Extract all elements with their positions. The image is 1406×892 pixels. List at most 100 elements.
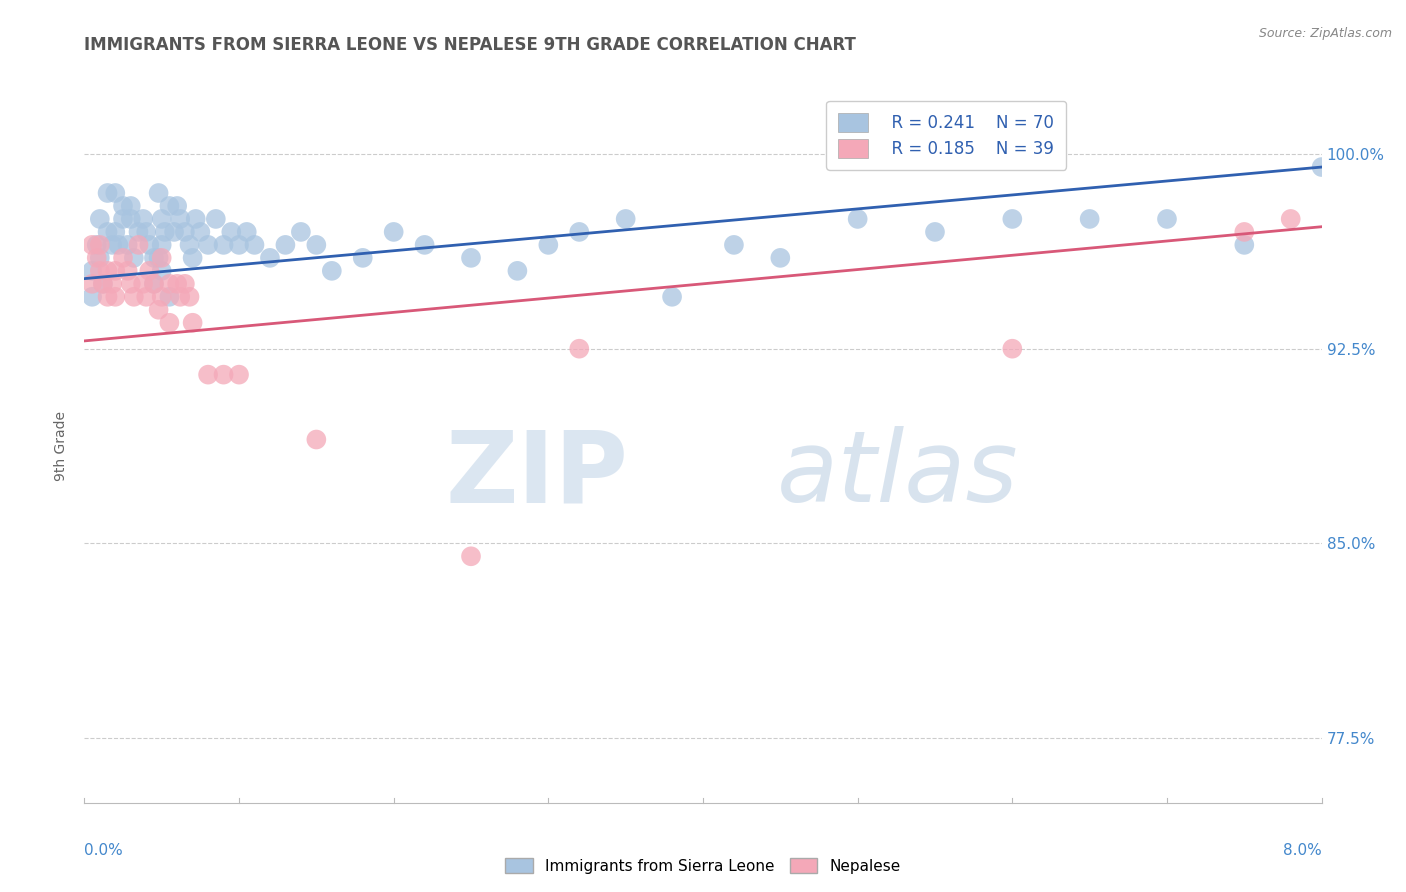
Point	[159, 199, 181, 213]
Point	[305, 238, 328, 252]
Point	[122, 251, 145, 265]
Point	[132, 277, 155, 291]
Point	[166, 199, 188, 213]
Point	[101, 238, 124, 252]
Point	[148, 186, 170, 200]
Point	[1156, 211, 1178, 226]
Text: IMMIGRANTS FROM SIERRA LEONE VS NEPALESE 9TH GRADE CORRELATION CHART: IMMIGRANTS FROM SIERRA LEONE VS NEPALESE…	[84, 36, 856, 54]
Point	[117, 264, 139, 278]
Point	[1233, 225, 1256, 239]
Point	[143, 277, 166, 291]
Point	[769, 251, 792, 265]
Point	[150, 290, 173, 304]
Text: ZIP: ZIP	[446, 426, 628, 523]
Text: 8.0%: 8.0%	[1282, 843, 1322, 858]
Point	[96, 290, 120, 304]
Point	[96, 264, 120, 278]
Point	[132, 211, 155, 226]
Point	[91, 277, 114, 291]
Point	[197, 368, 219, 382]
Point	[321, 264, 343, 278]
Point	[82, 264, 104, 278]
Text: atlas: atlas	[778, 426, 1019, 523]
Point	[614, 211, 637, 226]
Point	[290, 225, 312, 239]
Point	[181, 251, 204, 265]
Point	[1310, 160, 1333, 174]
Point	[112, 251, 135, 265]
Point	[86, 238, 108, 252]
Point	[143, 251, 166, 265]
Point	[169, 211, 191, 226]
Point	[120, 211, 142, 226]
Legend:   R = 0.241    N = 70,   R = 0.185    N = 39: R = 0.241 N = 70, R = 0.185 N = 39	[827, 101, 1066, 169]
Point	[460, 549, 482, 564]
Point	[120, 277, 142, 291]
Text: Source: ZipAtlas.com: Source: ZipAtlas.com	[1258, 27, 1392, 40]
Point	[159, 277, 181, 291]
Point	[197, 238, 219, 252]
Point	[153, 225, 176, 239]
Point	[188, 225, 212, 239]
Point	[166, 277, 188, 291]
Point	[138, 264, 160, 278]
Point	[82, 290, 104, 304]
Point	[112, 199, 135, 213]
Point	[1233, 238, 1256, 252]
Point	[104, 290, 127, 304]
Point	[179, 238, 201, 252]
Point	[82, 277, 104, 291]
Point	[846, 211, 869, 226]
Point	[89, 251, 111, 265]
Y-axis label: 9th Grade: 9th Grade	[55, 411, 69, 481]
Point	[1279, 211, 1302, 226]
Point	[150, 238, 173, 252]
Point	[148, 251, 170, 265]
Point	[568, 225, 591, 239]
Point	[1078, 211, 1101, 226]
Point	[352, 251, 374, 265]
Point	[89, 264, 111, 278]
Point	[96, 186, 120, 200]
Point	[91, 277, 114, 291]
Point	[86, 251, 108, 265]
Point	[120, 199, 142, 213]
Point	[89, 238, 111, 252]
Point	[243, 238, 266, 252]
Point	[96, 225, 120, 239]
Point	[82, 238, 104, 252]
Point	[924, 225, 946, 239]
Point	[221, 225, 243, 239]
Point	[537, 238, 560, 252]
Point	[150, 251, 173, 265]
Point	[169, 290, 191, 304]
Point	[122, 290, 145, 304]
Point	[174, 277, 197, 291]
Point	[212, 238, 235, 252]
Point	[128, 238, 150, 252]
Text: 0.0%: 0.0%	[84, 843, 124, 858]
Point	[305, 433, 328, 447]
Point	[382, 225, 405, 239]
Point	[179, 290, 201, 304]
Point	[1001, 342, 1024, 356]
Point	[212, 368, 235, 382]
Point	[413, 238, 436, 252]
Point	[104, 225, 127, 239]
Point	[128, 225, 150, 239]
Point	[159, 290, 181, 304]
Point	[181, 316, 204, 330]
Point	[460, 251, 482, 265]
Point	[104, 186, 127, 200]
Point	[104, 264, 127, 278]
Point	[107, 238, 129, 252]
Point	[89, 211, 111, 226]
Point	[506, 264, 529, 278]
Point	[159, 316, 181, 330]
Point	[228, 368, 250, 382]
Point	[228, 238, 250, 252]
Point	[117, 238, 139, 252]
Point	[661, 290, 683, 304]
Point	[568, 342, 591, 356]
Point	[135, 290, 157, 304]
